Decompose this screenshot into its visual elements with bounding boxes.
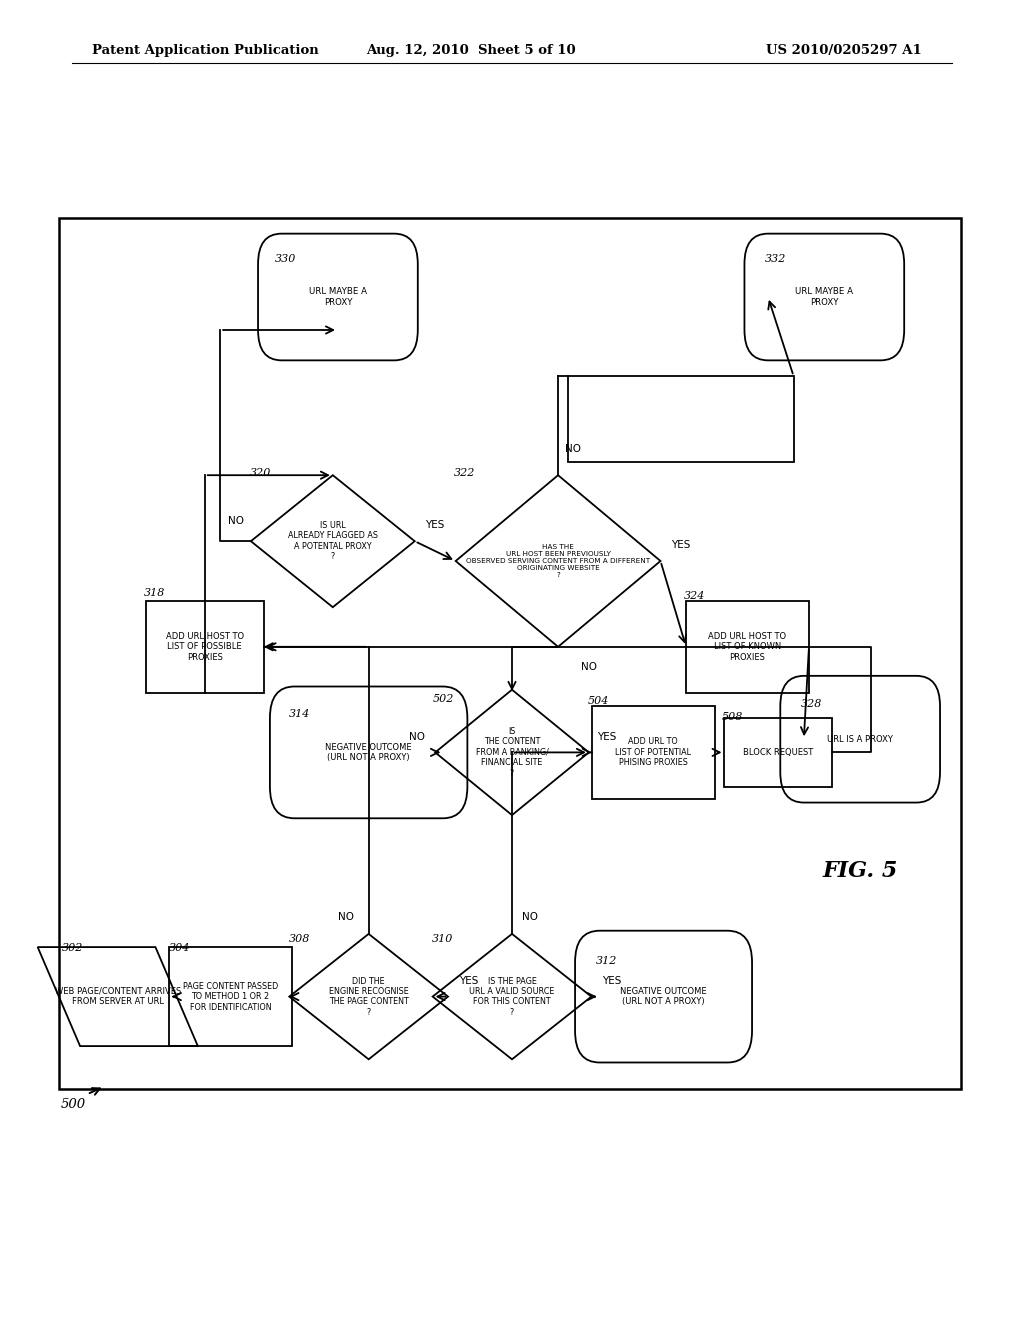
Text: YES: YES (672, 540, 690, 550)
Text: YES: YES (602, 975, 622, 986)
Text: ADD URL TO
LIST OF POTENTIAL
PHISING PROXIES: ADD URL TO LIST OF POTENTIAL PHISING PRO… (615, 738, 691, 767)
Text: FIG. 5: FIG. 5 (822, 861, 898, 882)
Text: IS THE PAGE
URL A VALID SOURCE
FOR THIS CONTENT
?: IS THE PAGE URL A VALID SOURCE FOR THIS … (469, 977, 555, 1016)
Text: 318: 318 (143, 587, 165, 598)
Text: 324: 324 (684, 590, 706, 601)
Text: 508: 508 (722, 711, 743, 722)
Text: Aug. 12, 2010  Sheet 5 of 10: Aug. 12, 2010 Sheet 5 of 10 (367, 44, 575, 57)
Text: YES: YES (459, 975, 478, 986)
Text: 314: 314 (289, 709, 310, 719)
Text: NO: NO (581, 661, 597, 672)
Text: IS URL
ALREADY FLAGGED AS
A POTENTAL PROXY
?: IS URL ALREADY FLAGGED AS A POTENTAL PRO… (288, 521, 378, 561)
Bar (568, 376, 794, 462)
Text: WEB PAGE/CONTENT ARRIVES
FROM SERVER AT URL: WEB PAGE/CONTENT ARRIVES FROM SERVER AT … (54, 987, 181, 1006)
Text: Patent Application Publication: Patent Application Publication (92, 44, 318, 57)
Text: 302: 302 (61, 942, 83, 953)
Text: DID THE
ENGINE RECOGNISE
THE PAGE CONTENT
?: DID THE ENGINE RECOGNISE THE PAGE CONTEN… (329, 977, 409, 1016)
Text: HAS THE
URL HOST BEEN PREVIOUSLY
OBSERVED SERVING CONTENT FROM A DIFFERENT
ORIGI: HAS THE URL HOST BEEN PREVIOUSLY OBSERVE… (466, 544, 650, 578)
Text: 500: 500 (61, 1098, 86, 1111)
Bar (686, 601, 809, 693)
Bar (146, 601, 264, 693)
Bar (725, 718, 831, 787)
Text: URL IS A PROXY: URL IS A PROXY (827, 735, 893, 743)
Bar (169, 948, 292, 1045)
Text: 312: 312 (596, 956, 617, 966)
Text: URL MAYBE A
PROXY: URL MAYBE A PROXY (796, 288, 853, 306)
Text: IS
THE CONTENT
FROM A BANKING/
FINANCIAL SITE
?: IS THE CONTENT FROM A BANKING/ FINANCIAL… (475, 727, 549, 777)
Text: NO: NO (522, 912, 539, 921)
Text: 504: 504 (588, 696, 609, 706)
Bar (59, 218, 961, 1089)
Text: YES: YES (598, 731, 616, 742)
Text: 332: 332 (765, 253, 786, 264)
Text: ADD URL HOST TO
LIST OF POSSIBLE
PROXIES: ADD URL HOST TO LIST OF POSSIBLE PROXIES (166, 632, 244, 661)
Text: US 2010/0205297 A1: US 2010/0205297 A1 (766, 44, 922, 57)
Text: BLOCK REQUEST: BLOCK REQUEST (743, 748, 813, 756)
Text: URL MAYBE A
PROXY: URL MAYBE A PROXY (309, 288, 367, 306)
Text: 304: 304 (169, 942, 190, 953)
Text: 322: 322 (454, 467, 475, 478)
Text: 330: 330 (274, 253, 296, 264)
Text: NO: NO (409, 731, 425, 742)
Text: NEGATIVE OUTCOME
(URL NOT A PROXY): NEGATIVE OUTCOME (URL NOT A PROXY) (326, 743, 412, 762)
Text: YES: YES (426, 520, 444, 531)
Text: 320: 320 (250, 467, 271, 478)
Text: 310: 310 (432, 933, 454, 944)
Text: NO: NO (565, 444, 582, 454)
Bar (592, 706, 715, 799)
Text: 308: 308 (289, 933, 310, 944)
Text: ADD URL HOST TO
LIST OF KNOWN
PROXIES: ADD URL HOST TO LIST OF KNOWN PROXIES (709, 632, 786, 661)
Text: 502: 502 (433, 693, 455, 704)
Text: NO: NO (338, 912, 354, 921)
Text: NO: NO (227, 516, 244, 527)
Text: NEGATIVE OUTCOME
(URL NOT A PROXY): NEGATIVE OUTCOME (URL NOT A PROXY) (621, 987, 707, 1006)
Text: 328: 328 (801, 698, 822, 709)
Text: PAGE CONTENT PASSED
TO METHOD 1 OR 2
FOR IDENTIFICATION: PAGE CONTENT PASSED TO METHOD 1 OR 2 FOR… (182, 982, 279, 1011)
